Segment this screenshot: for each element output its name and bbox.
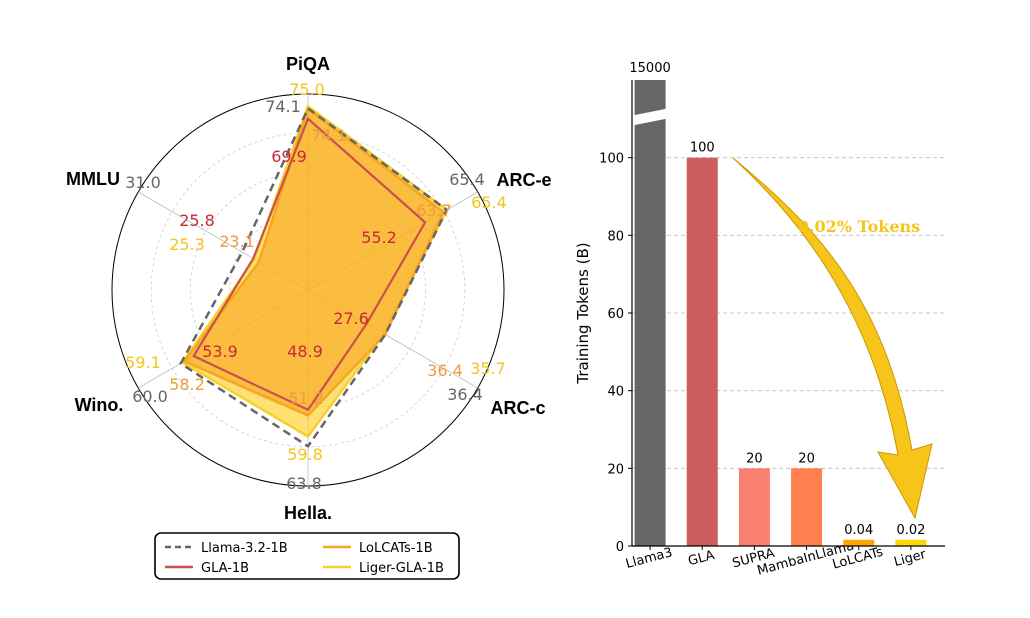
radar-value-label: 23.1 [219,232,255,251]
radar-axis-title: Wino. [75,395,124,415]
radar-value-label: 65.4 [449,170,485,189]
radar-value-label: 25.3 [169,235,205,254]
radar-value-label: 31.0 [125,173,161,192]
bar-supra [738,468,770,546]
radar-value-label: 36.4 [427,361,463,380]
x-tick-label: GLA [687,548,717,569]
y-tick-label: 40 [607,385,624,400]
radar-value-label: 58.2 [169,375,205,394]
radar-value-label: 48.9 [287,342,323,361]
radar-value-label: 63.8 [286,474,322,493]
radar-value-label: 36.4 [447,385,483,404]
radar-value-label: 63.7 [416,201,452,220]
radar-value-label: 35.7 [470,359,506,378]
radar-value-label: 65.4 [471,193,507,212]
bar-gla [686,157,718,546]
radar-series-lolcats-1b [183,107,445,417]
y-axis-label: Training Tokens (B) [574,242,592,384]
radar-value-label: 69.9 [271,147,307,166]
y-tick-label: 60 [607,307,624,322]
radar-value-label: 74.1 [311,126,347,145]
tokens-arrow [732,157,933,520]
y-tick-label: 0 [616,540,624,555]
bar-value-label: 100 [690,141,715,156]
radar-axis-title: ARC-c [490,398,545,418]
radar-axis-title: MMLU [66,169,120,189]
tokens-annotation: 0.02% Tokens [798,217,920,236]
y-tick-label: 20 [607,462,624,477]
radar-value-label: 59.1 [125,353,161,372]
legend-label: LoLCATs-1B [359,541,433,556]
bar-mambainllama [791,468,823,546]
radar-value-label: 27.6 [333,309,369,328]
y-tick-label: 100 [599,152,624,167]
legend-box [154,532,460,580]
radar-value-label: 53.9 [202,342,238,361]
radar-value-label: 75.0 [289,80,325,99]
radar-value-label: 51.2 [288,389,324,408]
x-tick-label: Llama3 [624,545,674,572]
legend-label: Liger-GLA-1B [359,561,444,576]
radar-axis-title: Hella. [284,503,332,523]
radar-value-label: 74.1 [265,97,301,116]
bar-liger [895,539,927,546]
y-tick-label: 80 [607,229,624,244]
bar-lolcats [843,539,875,546]
axis-break-mark [630,108,671,126]
radar-axis-title: ARC-e [496,170,551,190]
bar-value-label: 0.04 [844,523,873,538]
radar-series-llama-3-2-1b [179,107,449,448]
radar-value-label: 25.8 [179,211,215,230]
bar-llama3 [634,80,666,546]
legend-label: Llama-3.2-1B [201,541,288,556]
bar-value-label: 15000 [629,61,670,76]
x-tick-label: Liger [892,547,928,570]
radar-legend: Llama-3.2-1B LoLCATs-1B GLA-1B Liger-GLA-1B [154,532,460,580]
bar-value-label: 20 [798,451,815,466]
bar-value-label: 0.02 [896,523,925,538]
bar-value-label: 20 [746,451,763,466]
radar-value-label: 60.0 [132,387,168,406]
radar-value-label: 59.8 [287,445,323,464]
radar-value-label: 55.2 [361,228,397,247]
legend-label: GLA-1B [201,561,249,576]
radar-axis-title: PiQA [286,54,330,74]
radar-series-gla-1b [192,117,427,411]
